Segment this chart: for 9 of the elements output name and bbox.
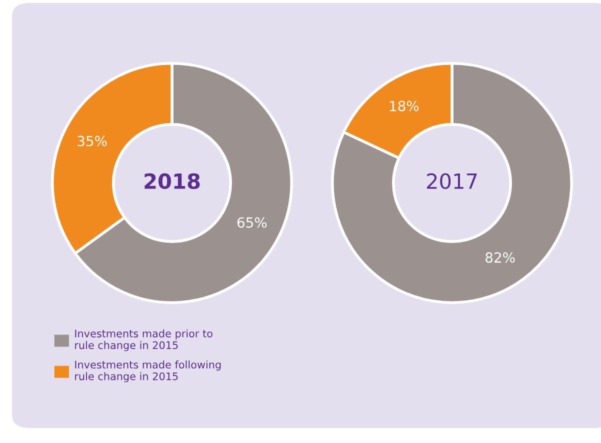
legend-label: Investments made following rule change in 2015 [75, 360, 221, 382]
text: 2017 [427, 173, 477, 190]
text: 2018 [144, 173, 200, 190]
data-label: 35% [78, 136, 107, 146]
data-label: 82% [486, 252, 515, 263]
legend-label: Investments made prior to rule change in 2015 [75, 329, 212, 352]
data-label: 65% [237, 217, 267, 228]
data-label: 18% [390, 100, 419, 112]
donut-slice [331, 62, 573, 304]
